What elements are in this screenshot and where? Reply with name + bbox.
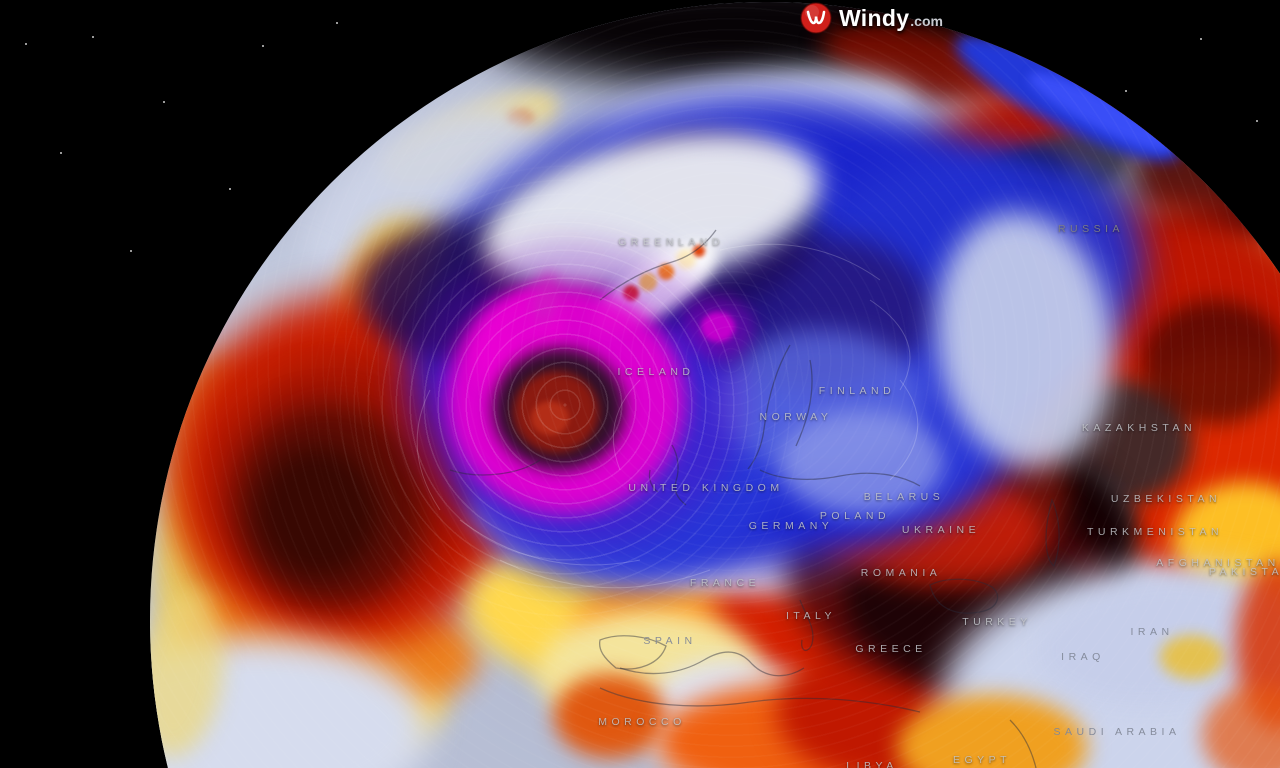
globe[interactable]: [150, 2, 1280, 768]
map-label-poland: POLAND: [819, 510, 891, 522]
map-label-belarus: BELARUS: [863, 491, 945, 503]
map-label-uzbekistan: UZBEKISTAN: [1110, 493, 1222, 505]
star: [163, 101, 165, 103]
map-label-italy: ITALY: [785, 610, 837, 622]
star: [262, 45, 264, 47]
star: [25, 43, 27, 45]
map-label-germany: GERMANY: [748, 520, 834, 532]
map-label-afghanistan: AFGHANISTAN: [1156, 557, 1280, 569]
map-label-romania: ROMANIA: [860, 567, 942, 579]
map-label-kazakhstan: KAZAKHSTAN: [1081, 422, 1197, 434]
map-label-saudi-arabia: SAUDI ARABIA: [1053, 726, 1181, 738]
map-label-spain: SPAIN: [643, 635, 697, 647]
map-label-turkey: TURKEY: [962, 616, 1032, 628]
map-label-iran: IRAN: [1130, 626, 1174, 638]
map-label-greece: GREECE: [855, 643, 927, 655]
windy-logo-tld: .com: [910, 12, 943, 29]
map-label-finland: FINLAND: [818, 385, 896, 397]
star: [336, 22, 338, 24]
star: [130, 250, 132, 252]
map-label-iraq: IRAQ: [1061, 651, 1105, 663]
map-label-norway: NORWAY: [759, 411, 833, 423]
star: [60, 152, 62, 154]
map-label-turkmenistan: TURKMENISTAN: [1086, 526, 1224, 538]
star: [92, 36, 94, 38]
map-label-egypt: EGYPT: [952, 754, 1012, 766]
windy-logo-text: Windy .com: [839, 5, 943, 32]
map-label-ukraine: UKRAINE: [901, 524, 981, 536]
star: [229, 188, 231, 190]
map-label-russia: RUSSIA: [1057, 223, 1125, 235]
map-label-iceland: ICELAND: [617, 366, 695, 378]
map-label-libya: LIBYA: [846, 760, 898, 768]
map-label-france: FRANCE: [689, 577, 761, 589]
map-label-greenland: GREENLAND: [618, 236, 724, 248]
map-label-united-kingdom: UNITED KINGDOM: [628, 482, 784, 494]
windy-logo[interactable]: Windy .com: [800, 0, 943, 36]
map-label-pakistan: PAKISTAN: [1208, 566, 1280, 578]
map-label-morocco: MOROCCO: [598, 716, 686, 728]
windy-logo-icon: [800, 2, 832, 34]
windy-logo-name: Windy: [839, 4, 910, 31]
